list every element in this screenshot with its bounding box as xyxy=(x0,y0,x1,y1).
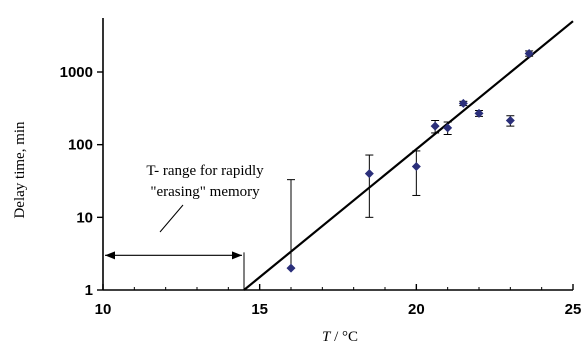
annotation-text-line: T- range for rapidly xyxy=(146,163,264,179)
data-point xyxy=(411,162,421,172)
annotation-group: T- range for rapidly "erasing" memory xyxy=(105,163,264,290)
data-point xyxy=(524,48,534,58)
y-tick-label: 100 xyxy=(68,137,93,154)
fit-line-group xyxy=(243,20,574,291)
range-arrow-left-head xyxy=(105,251,115,260)
y-tick-label: 1 xyxy=(85,282,93,299)
y-axis-label: Delay time, min xyxy=(12,121,28,219)
data-point xyxy=(286,263,296,273)
annotation-pointer xyxy=(159,204,184,233)
x-tick-label: 20 xyxy=(408,301,425,318)
x-tick-label: 10 xyxy=(95,301,112,318)
data-points xyxy=(286,48,534,273)
x-axis-label-unit: / °C xyxy=(330,329,358,343)
data-point xyxy=(364,169,374,179)
annotation-text-line: "erasing" memory xyxy=(150,184,260,200)
x-axis-label-variable: T xyxy=(322,329,332,343)
y-tick-label: 1000 xyxy=(60,64,93,81)
data-point xyxy=(430,121,440,131)
data-point xyxy=(458,98,468,108)
data-point xyxy=(505,116,515,126)
x-tick-label: 25 xyxy=(565,301,582,318)
y-tick-label: 10 xyxy=(76,209,93,226)
x-axis-label: T / °C xyxy=(322,329,358,343)
range-arrow-right-head xyxy=(232,251,242,260)
data-point xyxy=(443,123,453,133)
fit-line xyxy=(243,20,574,291)
x-tick-label: 15 xyxy=(251,301,268,318)
data-point xyxy=(474,108,484,118)
